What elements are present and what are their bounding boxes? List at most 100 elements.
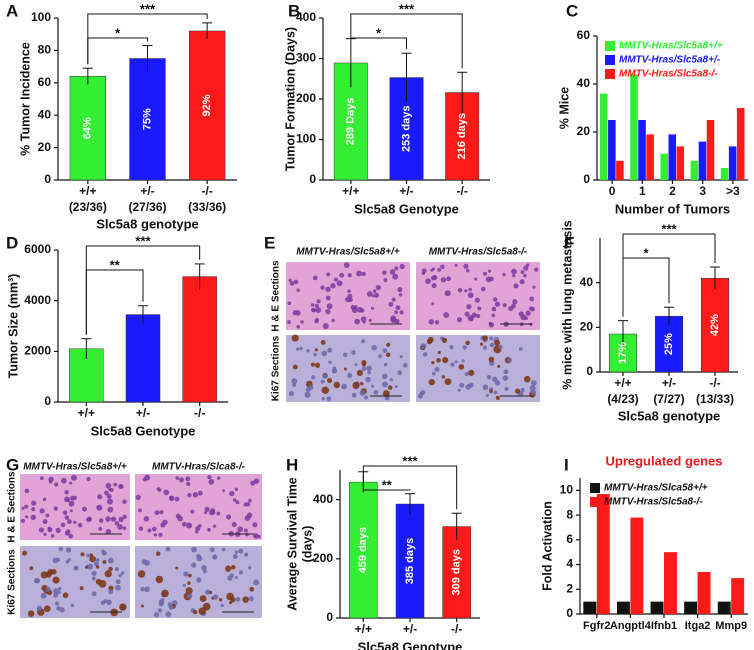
cell-nucleus: [204, 506, 210, 512]
cell-nucleus: [503, 369, 509, 375]
cell-nucleus: [156, 487, 161, 491]
cell-nucleus: [468, 369, 475, 376]
cell-nucleus: [67, 558, 71, 562]
cell-nucleus: [519, 279, 525, 285]
y-tick-label: 0: [586, 364, 593, 378]
cell-nucleus: [191, 562, 197, 568]
cell-nucleus: [160, 522, 166, 528]
cell-nucleus: [115, 584, 121, 591]
cell-nucleus: [135, 494, 141, 501]
x-tick-label: +/-: [399, 184, 413, 198]
cell-nucleus: [321, 397, 325, 401]
cell-nucleus: [482, 384, 489, 391]
cell-nucleus: [31, 500, 37, 506]
cell-nucleus: [431, 371, 436, 376]
bar: [583, 601, 597, 614]
significance-label: *: [376, 25, 382, 40]
cell-nucleus: [434, 320, 440, 325]
cell-nucleus: [185, 476, 191, 482]
significance-label: ***: [399, 1, 415, 16]
cell-nucleus: [326, 303, 333, 310]
cell-nucleus: [242, 596, 249, 603]
cell-nucleus: [370, 306, 375, 310]
x-axis-label: Number of Tumors: [615, 201, 730, 216]
cell-nucleus: [308, 384, 314, 391]
significance-label: ***: [661, 221, 677, 236]
cell-nucleus: [57, 590, 62, 594]
cell-nucleus: [138, 526, 144, 531]
cell-nucleus: [248, 498, 252, 503]
cell-nucleus: [187, 581, 191, 585]
y-tick-label: 400: [296, 10, 316, 24]
cell-nucleus: [55, 527, 61, 533]
cell-nucleus: [443, 312, 450, 319]
cell-nucleus: [91, 576, 96, 581]
cell-nucleus: [385, 352, 391, 357]
cell-nucleus: [325, 286, 331, 292]
category-note: (27/36): [128, 200, 166, 214]
cell-nucleus: [361, 366, 367, 372]
y-tick-label: 0: [326, 610, 333, 624]
cell-nucleus: [196, 577, 202, 583]
cell-nucleus: [199, 595, 207, 602]
cell-nucleus: [442, 356, 449, 364]
cell-nucleus: [85, 517, 92, 523]
cell-nucleus: [394, 318, 400, 324]
row-title: H & E Sections: [271, 260, 282, 332]
significance-label: **: [382, 477, 393, 492]
legend-label: MMTV-Hras/Slc5a8+/+: [619, 41, 723, 52]
value-label: 42%: [709, 314, 721, 336]
legend-swatch: [590, 483, 600, 493]
bar: [69, 76, 106, 181]
panel-label: H: [286, 455, 298, 474]
cell-nucleus: [42, 519, 48, 525]
cell-nucleus: [108, 566, 113, 572]
bar: [720, 168, 729, 180]
cell-nucleus: [175, 476, 180, 480]
x-tick-label: +/+: [614, 376, 631, 390]
cell-nucleus: [310, 307, 315, 312]
legend-swatch: [605, 69, 615, 79]
cell-nucleus: [101, 550, 107, 556]
cell-nucleus: [91, 591, 97, 597]
cell-nucleus: [395, 305, 401, 311]
cell-nucleus: [425, 278, 431, 285]
bar: [608, 120, 616, 180]
bar: [616, 601, 630, 614]
cell-nucleus: [367, 370, 372, 375]
y-tick-label: 200: [313, 551, 333, 565]
cell-nucleus: [114, 521, 120, 526]
cell-nucleus: [326, 272, 331, 277]
x-axis-label: Slc5a8 genotype: [618, 408, 721, 423]
cell-nucleus: [192, 610, 198, 615]
category-note: (13/33): [696, 392, 734, 406]
y-axis-label: Tumor Formation (Days): [283, 27, 297, 171]
cell-nucleus: [205, 589, 211, 595]
cell-nucleus: [188, 573, 192, 578]
cell-nucleus: [58, 546, 64, 552]
cell-nucleus: [104, 570, 112, 578]
cell-nucleus: [431, 275, 436, 281]
cell-nucleus: [389, 378, 393, 382]
x-tick-label: +/-: [140, 184, 154, 198]
cell-nucleus: [66, 498, 70, 502]
cell-nucleus: [518, 311, 524, 317]
cell-nucleus: [518, 347, 523, 351]
cell-nucleus: [436, 358, 441, 363]
cell-nucleus: [383, 277, 388, 283]
y-tick-label: 2: [566, 581, 573, 595]
column-title: MMTV-Hras/Slc5a8+/+: [296, 247, 400, 258]
y-tick-label: 20: [577, 124, 591, 138]
cell-nucleus: [161, 589, 169, 598]
cell-nucleus: [55, 601, 60, 606]
cell-nucleus: [141, 559, 147, 565]
column-title: MMTV-Hras/Slc5a8-/-: [429, 247, 528, 258]
y-axis-label: Fold Activation: [540, 501, 554, 591]
cell-nucleus: [466, 304, 472, 310]
cell-nucleus: [107, 557, 114, 564]
cell-nucleus: [30, 514, 37, 520]
cell-nucleus: [391, 297, 396, 302]
cell-nucleus: [482, 345, 488, 350]
cell-nucleus: [229, 573, 234, 578]
cell-nucleus: [144, 586, 150, 593]
